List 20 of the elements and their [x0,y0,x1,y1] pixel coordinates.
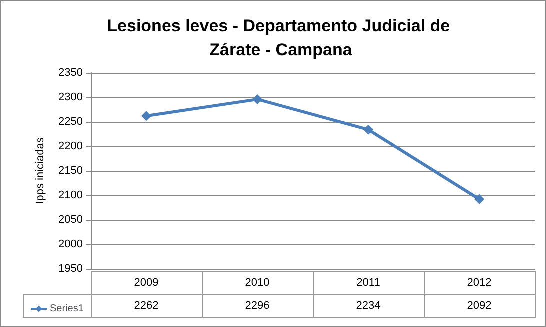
y-tick-label: 2350 [58,67,83,79]
x-tick-label: 2010 [202,272,313,294]
y-axis-title: Ipps iniciadas [34,137,46,204]
data-label: 2234 [313,294,424,318]
legend-label: Series1 [50,304,84,314]
y-tick-label: 2200 [58,140,83,152]
x-tick-label: 2011 [313,272,424,294]
y-tick-label: 2100 [58,190,83,202]
y-tick-label: 2050 [58,214,83,226]
y-tick-label: 2250 [58,116,83,128]
y-tick-label: 2150 [58,165,83,177]
data-label: 2262 [91,294,202,318]
y-tick-label: 2000 [58,238,83,250]
data-label: 2296 [202,294,313,318]
y-tick-label: 1950 [58,263,83,275]
x-tick-label: 2012 [424,272,535,294]
chart-title: Lesiones leves - Departamento Judicial de Zárate - Campana [107,16,455,60]
x-tick-label: 2009 [91,272,202,294]
data-label: 2092 [424,294,535,318]
y-tick-label: 2300 [58,92,83,104]
